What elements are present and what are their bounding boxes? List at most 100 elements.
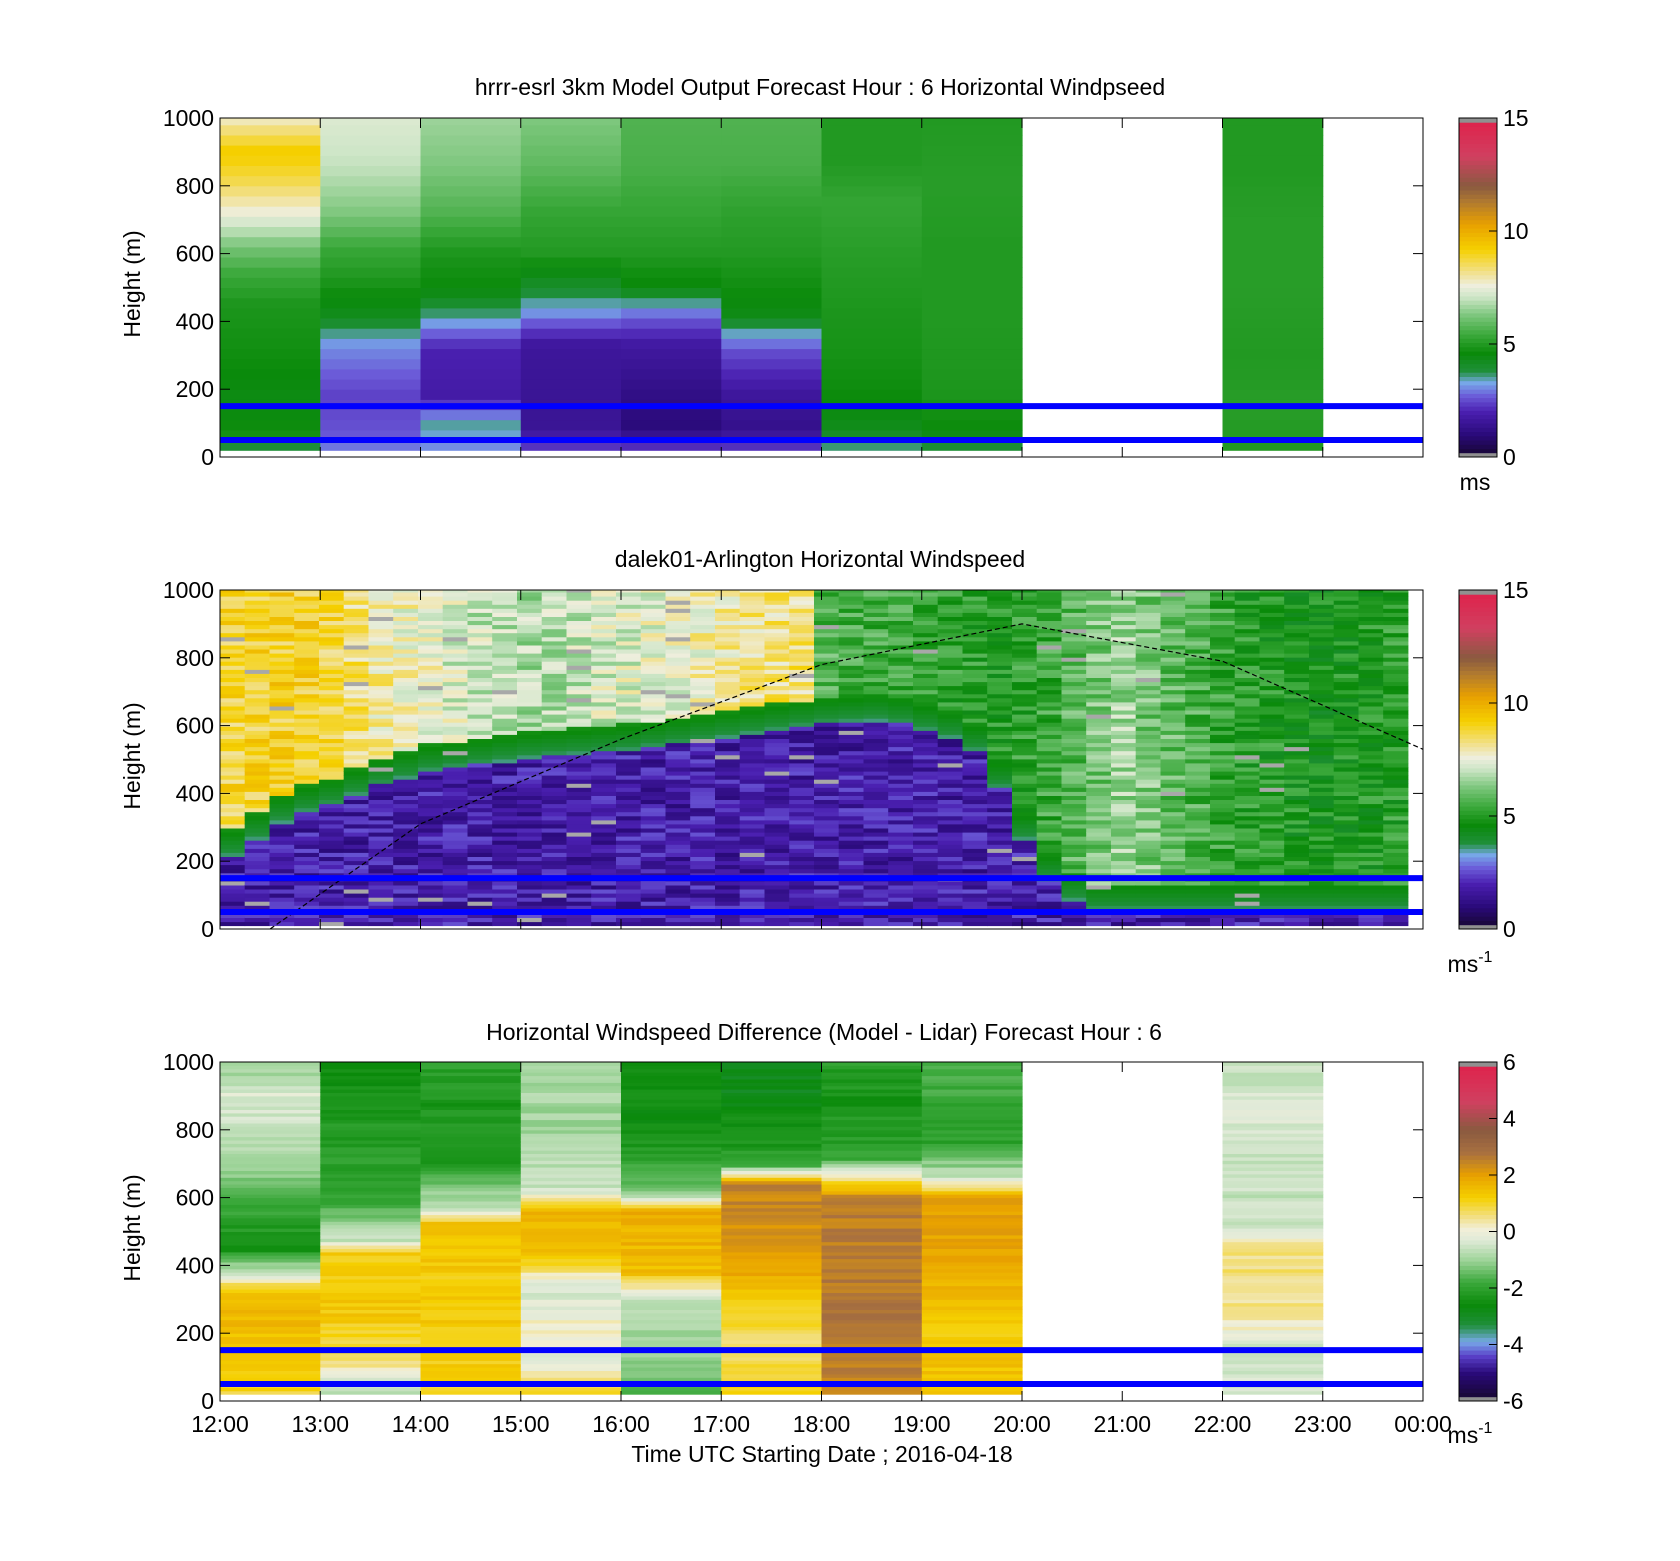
heatmap-cell xyxy=(320,1231,422,1236)
heatmap-cell xyxy=(220,673,246,678)
heatmap-cell xyxy=(665,807,691,813)
heatmap-cell xyxy=(616,828,642,833)
heatmap-cell xyxy=(1210,628,1236,634)
heatmap-cell xyxy=(962,775,988,780)
heatmap-cell xyxy=(665,913,691,918)
heatmap-cell xyxy=(1259,649,1285,654)
heatmap-cell xyxy=(541,673,567,678)
heatmap-cell xyxy=(566,807,592,813)
heatmap-cell xyxy=(368,742,394,748)
heatmap-cell xyxy=(294,852,320,857)
heatmap-cell xyxy=(739,640,765,646)
heatmap-cell xyxy=(320,409,422,421)
heatmap-cell xyxy=(1111,872,1137,878)
heatmap-cell xyxy=(838,685,864,691)
heatmap-cell xyxy=(1135,632,1161,638)
heatmap-cell xyxy=(1309,644,1335,650)
heatmap-cell xyxy=(1234,681,1260,687)
heatmap-cell xyxy=(721,226,823,238)
colorbar-tick-label: 15 xyxy=(1503,577,1529,603)
heatmap-cell xyxy=(888,836,914,841)
heatmap-cell xyxy=(566,815,592,821)
heatmap-cell xyxy=(764,608,790,613)
heatmap-cell xyxy=(821,155,923,166)
heatmap-cell xyxy=(467,604,493,609)
heatmap-cell xyxy=(220,590,246,593)
heatmap-cell xyxy=(442,714,468,719)
heatmap-cell xyxy=(220,734,246,739)
heatmap-cell xyxy=(517,624,543,630)
heatmap-cell xyxy=(393,840,419,845)
heatmap-cell xyxy=(269,592,295,597)
heatmap-cell xyxy=(1234,767,1260,772)
heatmap-cell xyxy=(640,730,666,735)
heatmap-cell xyxy=(343,832,369,837)
heatmap-cell xyxy=(244,701,270,707)
heatmap-cell xyxy=(987,860,1013,866)
heatmap-cell xyxy=(1036,856,1062,862)
heatmap-cell xyxy=(269,701,295,707)
heatmap-cell xyxy=(665,775,691,780)
heatmap-cell xyxy=(1061,681,1087,687)
heatmap-cell xyxy=(393,921,419,927)
heatmap-cell xyxy=(690,661,716,666)
heatmap-cell xyxy=(1358,819,1384,825)
heatmap-cell xyxy=(1383,750,1409,756)
heatmap-cell xyxy=(220,754,246,760)
heatmap-cell xyxy=(913,844,939,849)
heatmap-cell xyxy=(420,1106,522,1110)
heatmap-cell xyxy=(269,742,295,748)
heatmap-cell xyxy=(1061,653,1087,658)
heatmap-cell xyxy=(566,681,592,687)
heatmap-cell xyxy=(591,693,617,699)
heatmap-cell xyxy=(715,730,741,735)
heatmap-cell xyxy=(789,685,815,691)
heatmap-cell xyxy=(1160,884,1186,890)
heatmap-cell xyxy=(665,649,691,654)
heatmap-cell xyxy=(1259,628,1285,634)
heatmap-cell xyxy=(244,791,270,796)
heatmap-cell xyxy=(541,624,567,630)
heatmap-cell xyxy=(764,913,790,918)
heatmap-cell xyxy=(1135,832,1161,837)
heatmap-cell xyxy=(721,389,823,400)
heatmap-cell xyxy=(1210,852,1236,857)
panel-model-xticks xyxy=(219,118,1424,457)
heatmap-cell xyxy=(1135,836,1161,841)
heatmap-cell xyxy=(566,636,592,642)
heatmap-cell xyxy=(220,677,246,683)
heatmap-cell xyxy=(393,807,419,813)
colorbar-segment xyxy=(1459,156,1497,161)
heatmap-cell xyxy=(962,722,988,727)
heatmap-cell xyxy=(1061,868,1087,874)
heatmap-cell xyxy=(541,913,567,918)
heatmap-cell xyxy=(244,746,270,752)
heatmap-cell xyxy=(467,718,493,723)
heatmap-cell xyxy=(921,429,1023,441)
heatmap-cell xyxy=(244,685,270,691)
heatmap-cell xyxy=(319,791,345,796)
heatmap-cell xyxy=(1284,828,1310,833)
heatmap-cell xyxy=(715,616,741,621)
heatmap-cell xyxy=(1284,832,1310,837)
heatmap-cell xyxy=(220,1180,321,1185)
heatmap-cell xyxy=(640,921,666,927)
heatmap-cell xyxy=(739,714,765,719)
heatmap-cell xyxy=(442,815,468,821)
heatmap-cell xyxy=(616,775,642,780)
heatmap-cell xyxy=(566,897,592,902)
heatmap-cell xyxy=(420,1217,522,1222)
heatmap-cell xyxy=(640,864,666,870)
colorbar-segment xyxy=(1459,342,1497,348)
heatmap-cell xyxy=(220,226,321,238)
heatmap-cell xyxy=(517,596,543,601)
heatmap-cell xyxy=(888,848,914,853)
heatmap-cell xyxy=(888,600,914,605)
heatmap-cell xyxy=(1061,640,1087,646)
heatmap-cell xyxy=(541,632,567,638)
heatmap-cell xyxy=(1284,681,1310,687)
heatmap-cell xyxy=(1222,307,1324,319)
heatmap-cell xyxy=(420,1387,522,1392)
heatmap-cell xyxy=(520,1336,622,1341)
heatmap-cell xyxy=(1061,836,1087,841)
